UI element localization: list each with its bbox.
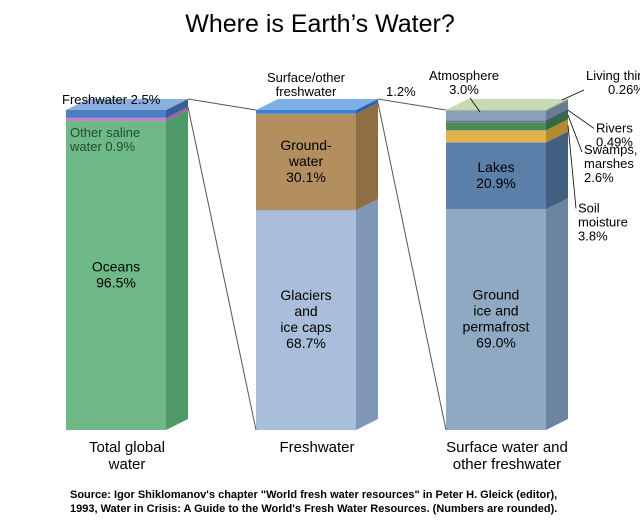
label-glaciers: ice caps [280,319,331,335]
pct-oceans: 96.5% [96,274,136,290]
label-ground_ice: ice and [473,303,518,319]
seg-surface-atmosphere [446,111,546,121]
label-atmosphere: Atmosphere [429,68,499,83]
seg-surface-swamps [446,122,546,130]
leader-soil [568,125,576,208]
bar-surface: Groundice andpermafrost69.0% Lakes20.9% Su… [446,99,568,473]
label-groundwater: Ground- [280,137,332,153]
label-freshwater: Freshwater 2.5% [62,92,161,107]
pct-ground_ice: 69.0% [476,335,516,351]
zoom-line [188,107,256,430]
seg-freshwater-surface [256,110,356,114]
label-ground_ice: permafrost [463,319,530,335]
source-text: 1993, Water in Crisis: A Guide to the Wo… [70,503,557,515]
label-glaciers: and [294,303,317,319]
zoom-line [188,99,256,110]
seg-side-total-oceans [166,110,188,430]
pct-swamps: 2.6% [584,170,614,185]
label-rivers: Rivers [596,120,633,135]
category-total: water [108,456,146,473]
pct-lakes: 20.9% [476,175,516,191]
bar-total: Oceans96.5% Total globalwater [66,99,188,473]
label-lakes: Lakes [477,159,514,175]
bar-freshwater: Glaciersandice caps68.7% Ground-water30.1… [256,99,378,456]
label-other-saline: Other saline [70,125,140,140]
label-surface: Surface/other [267,70,346,85]
pct-atmosphere: 3.0% [449,82,479,97]
label-glaciers: Glaciers [280,287,331,303]
source-text: Source: Igor Shiklomanov's chapter "Worl… [70,489,557,501]
category-surface: Surface water and [446,439,568,456]
label-living: Living things [586,68,640,83]
label-surface-2: freshwater [276,84,337,99]
pct-surface: 1.2% [386,84,416,99]
category-total: Total global [89,439,165,456]
category-freshwater: Freshwater [279,439,354,456]
label-groundwater: water [288,153,324,169]
pct-groundwater: 30.1% [286,169,326,185]
chart-title: Where is Earth’s Water? [185,10,455,38]
seg-side-freshwater-groundwater [356,103,378,210]
category-surface: other freshwater [453,456,561,473]
zoom-line [378,99,446,110]
seg-side-freshwater-glaciers [356,199,378,430]
pct-soil: 3.8% [578,228,608,243]
label-other-saline-2: water 0.9% [69,139,135,154]
zoom-line [378,103,446,430]
label-soil: Soil [578,200,600,215]
leader-living [562,90,584,100]
pct-living: 0.26% [608,82,640,97]
seg-total-other_saline [66,118,166,121]
seg-total-freshwater [66,110,166,118]
label-ground_ice: Ground [473,287,520,303]
label-swamps-2: marshes [584,156,634,171]
seg-side-surface-lakes [546,131,568,209]
label-oceans: Oceans [92,258,140,274]
label-swamps: Swamps, [584,142,637,157]
label-soil-2: moisture [578,214,628,229]
pct-glaciers: 68.7% [286,335,326,351]
seg-side-surface-ground_ice [546,198,568,430]
seg-surface-soil [446,130,546,142]
